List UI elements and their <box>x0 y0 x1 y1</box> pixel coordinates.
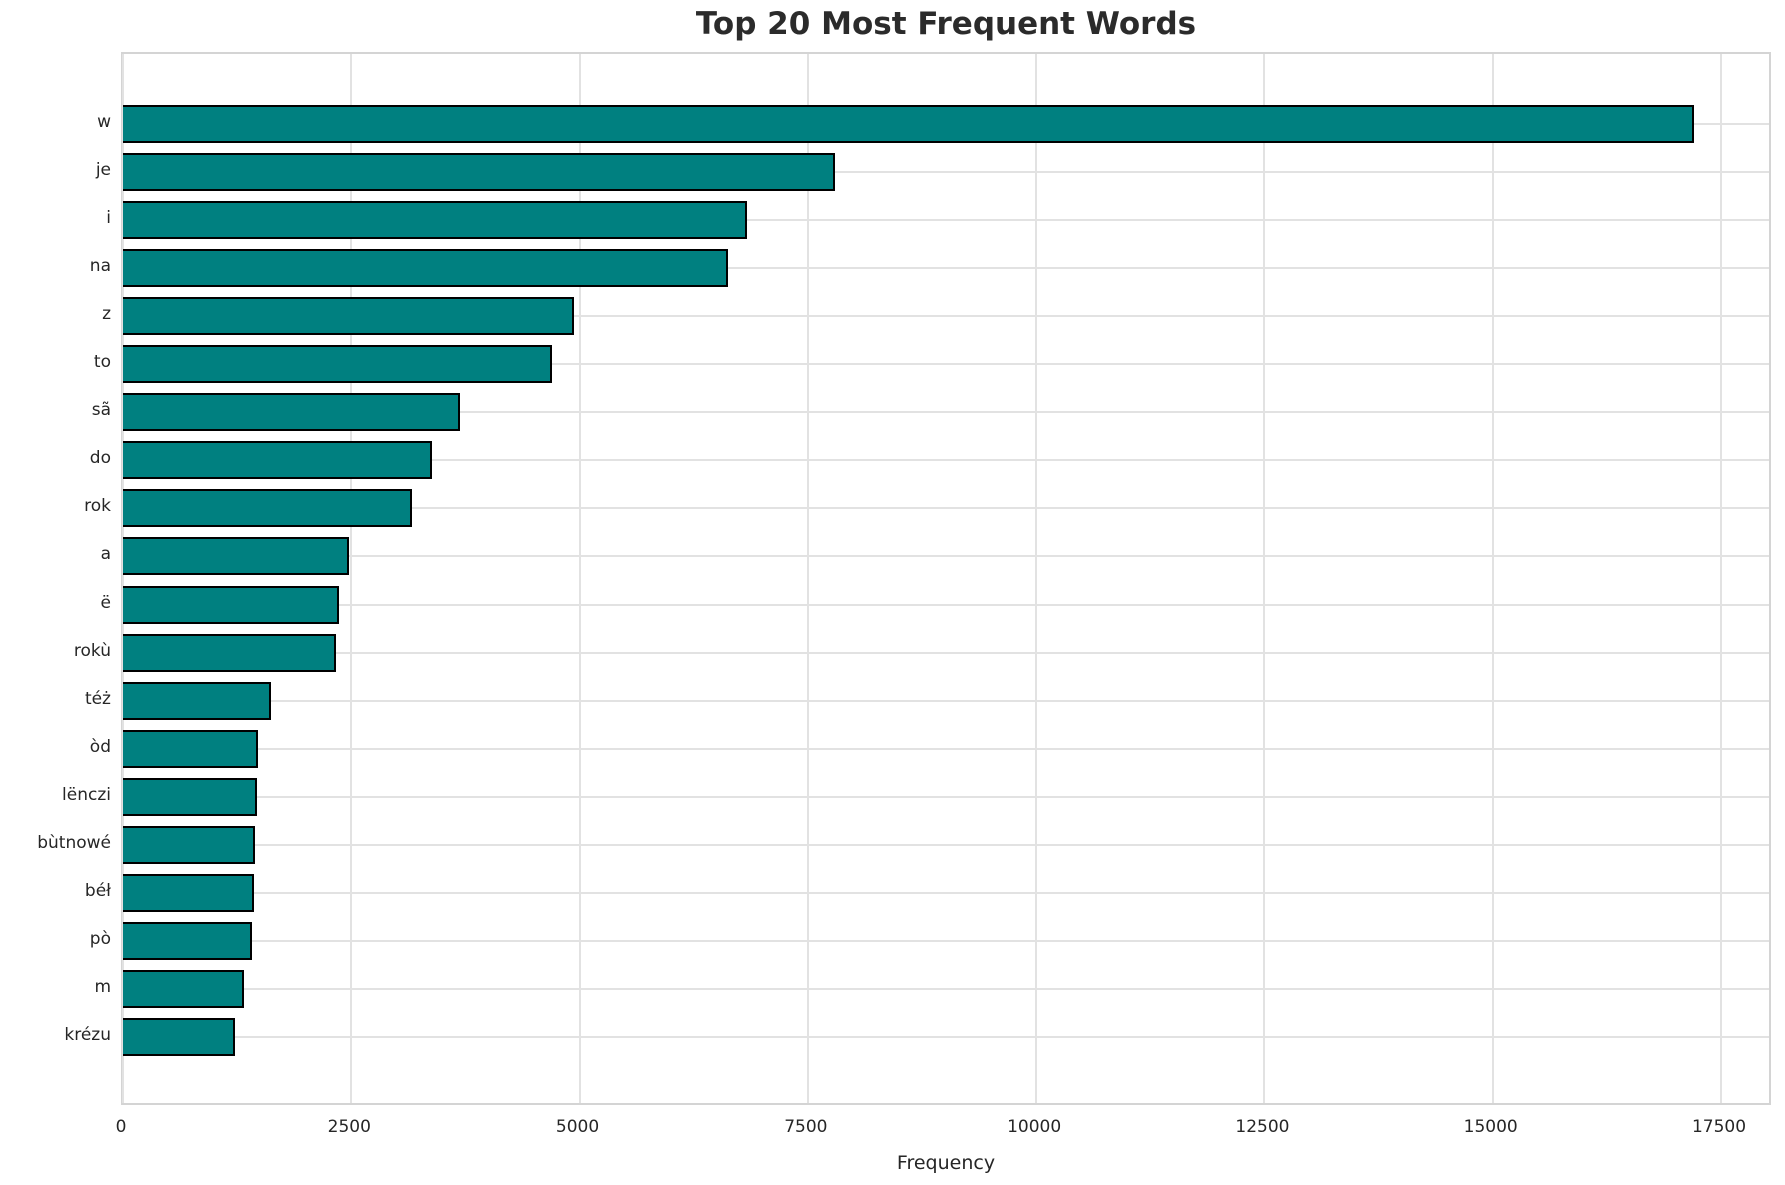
ytick-label-do: do <box>89 448 111 469</box>
ytick-label-sã: sã <box>91 400 111 421</box>
gridline-y-a <box>123 555 1769 558</box>
gridline-x-2500 <box>350 54 353 1103</box>
bar-lënczi <box>123 777 257 816</box>
bar-ë <box>123 585 339 624</box>
ytick-label-to: to <box>93 352 111 373</box>
bar-a <box>123 537 349 576</box>
bar-bùtnowé <box>123 825 255 864</box>
bar-téż <box>123 681 271 720</box>
ytick-label-m: m <box>94 976 111 997</box>
gridline-y-béł <box>123 891 1769 894</box>
ytick-label-a: a <box>100 544 111 565</box>
ytick-label-w: w <box>97 112 111 132</box>
gridline-y-na <box>123 267 1769 270</box>
gridline-y-je <box>123 171 1769 174</box>
gridline-x-5000 <box>578 54 581 1103</box>
gridline-y-do <box>123 459 1769 462</box>
ytick-label-òd: òd <box>89 736 111 757</box>
gridline-y-òd <box>123 747 1769 750</box>
bar-i <box>123 201 747 240</box>
gridline-y-to <box>123 363 1769 366</box>
ytick-label-i: i <box>106 208 111 229</box>
ytick-label-ë: ë <box>100 592 111 613</box>
ytick-label-krézu: krézu <box>64 1025 111 1045</box>
ytick-label-pò: pò <box>89 928 111 949</box>
xtick-label-15000: 15000 <box>1463 1117 1518 1137</box>
gridline-x-12500 <box>1263 54 1266 1103</box>
gridline-x-10000 <box>1035 54 1038 1103</box>
gridline-y-bùtnowé <box>123 843 1769 846</box>
gridline-y-ë <box>123 603 1769 606</box>
bar-m <box>123 969 244 1008</box>
bar-rok <box>123 489 412 528</box>
ytick-label-z: z <box>102 304 111 325</box>
xtick-label-10000: 10000 <box>1007 1117 1062 1137</box>
xtick-label-12500: 12500 <box>1235 1117 1290 1137</box>
gridline-y-lënczi <box>123 795 1769 798</box>
ytick-label-rok: rok <box>84 496 111 517</box>
bar-w <box>123 105 1694 143</box>
gridline-x-17500 <box>1720 54 1722 1103</box>
ytick-label-rokù: rokù <box>73 640 111 661</box>
gridline-y-pò <box>123 939 1769 942</box>
gridline-x-0 <box>122 54 124 1103</box>
ytick-label-béł: béł <box>84 880 111 901</box>
bar-rokù <box>123 633 336 672</box>
gridline-y-z <box>123 315 1769 318</box>
bar-sã <box>123 393 460 432</box>
x-axis-label: Frequency <box>896 1152 996 1174</box>
gridline-y-m <box>123 987 1769 990</box>
bar-to <box>123 345 552 384</box>
bar-òd <box>123 729 258 768</box>
xtick-label-5000: 5000 <box>555 1117 600 1137</box>
bar-z <box>123 297 574 336</box>
xtick-label-0: 0 <box>115 1117 127 1137</box>
xtick-label-2500: 2500 <box>327 1117 371 1137</box>
bar-je <box>123 153 835 192</box>
bar-do <box>123 441 432 480</box>
ytick-label-téż: téż <box>84 688 111 709</box>
ytick-label-lënczi: lënczi <box>62 784 111 805</box>
gridline-x-15000 <box>1491 54 1494 1103</box>
plot-area <box>121 52 1771 1105</box>
bar-béł <box>123 873 254 912</box>
ytick-label-na: na <box>89 256 111 277</box>
bar-pò <box>123 921 252 960</box>
chart-title: Top 20 Most Frequent Words <box>695 6 1197 42</box>
ytick-label-bùtnowé: bùtnowé <box>37 832 111 853</box>
bar-na <box>123 249 728 288</box>
gridline-y-rok <box>123 507 1769 510</box>
ytick-label-je: je <box>95 160 111 181</box>
gridline-x-7500 <box>806 54 809 1103</box>
gridline-y-sã <box>123 411 1769 414</box>
gridline-y-krézu <box>123 1036 1769 1038</box>
bar-krézu <box>123 1018 235 1056</box>
xtick-label-7500: 7500 <box>784 1117 828 1137</box>
gridline-y-i <box>123 219 1769 222</box>
gridline-y-téż <box>123 699 1769 702</box>
xtick-label-17500: 17500 <box>1691 1117 1747 1137</box>
gridline-y-rokù <box>123 651 1769 654</box>
